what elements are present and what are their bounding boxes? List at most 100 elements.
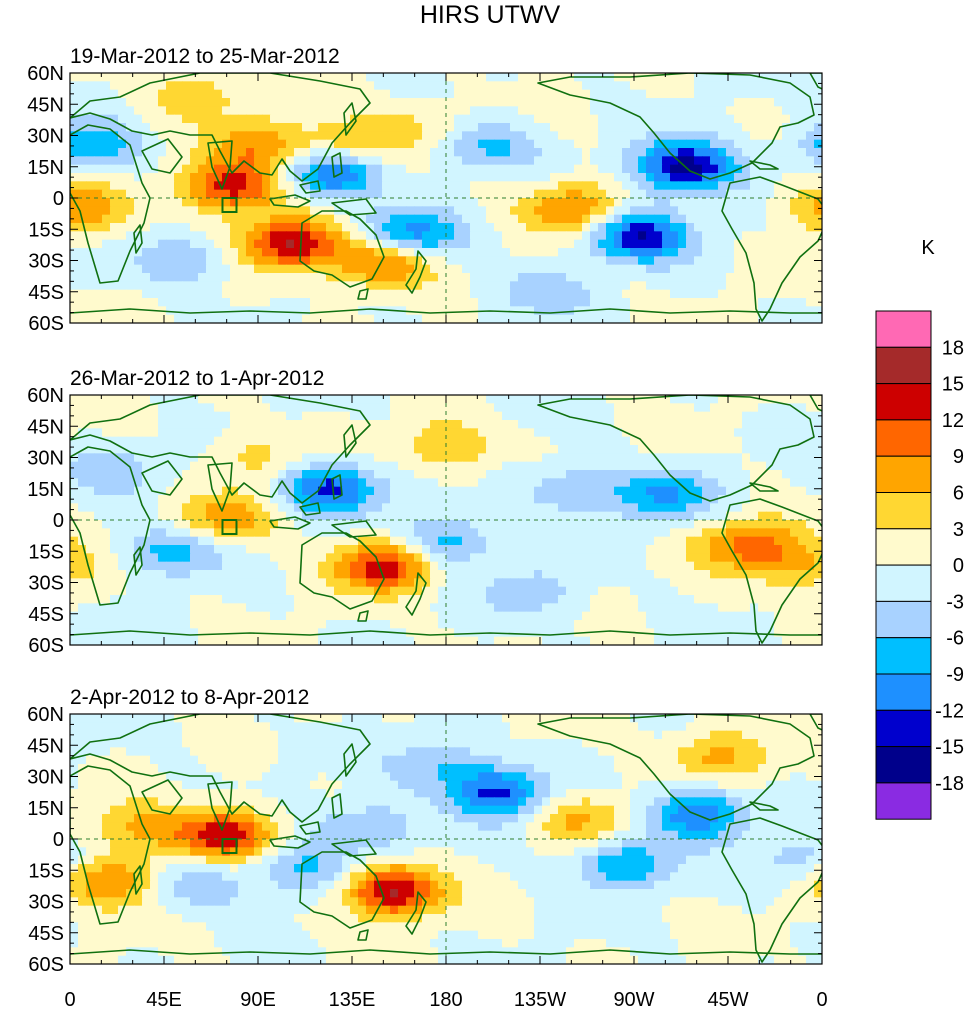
- field-cell: [502, 239, 511, 249]
- field-cell: [430, 570, 439, 579]
- field-cell: [510, 445, 519, 454]
- field-cell: [190, 164, 199, 174]
- field-cell: [438, 114, 447, 124]
- field-cell: [782, 428, 791, 438]
- field-cell: [742, 98, 751, 107]
- field-cell: [126, 289, 135, 299]
- field-cell: [190, 495, 199, 504]
- field-cell: [414, 164, 423, 174]
- field-cell: [166, 470, 175, 479]
- field-cell: [646, 545, 655, 554]
- field-cell: [350, 139, 359, 149]
- field-cell: [510, 264, 519, 274]
- field-cell: [406, 314, 415, 323]
- field-cell: [126, 198, 135, 207]
- field-cell: [382, 298, 391, 307]
- field-cell: [478, 314, 487, 323]
- field-cell: [222, 528, 231, 538]
- field-cell: [270, 198, 279, 207]
- field-cell: [398, 528, 407, 538]
- field-cell: [750, 81, 759, 91]
- field-cell: [310, 198, 319, 207]
- field-cell: [718, 231, 727, 241]
- field-cell: [182, 470, 191, 479]
- field-cell: [118, 281, 127, 291]
- field-cell: [638, 164, 647, 174]
- field-cell: [686, 214, 695, 224]
- field-cell: [214, 511, 223, 521]
- field-cell: [646, 148, 655, 157]
- field-cell: [518, 106, 527, 116]
- field-cell: [302, 561, 311, 571]
- field-cell: [734, 545, 743, 554]
- field-cell: [654, 198, 663, 207]
- field-cell: [374, 536, 383, 546]
- field-cell: [406, 570, 415, 579]
- field-cell: [670, 428, 679, 438]
- field-cell: [438, 436, 447, 446]
- field-cell: [126, 164, 135, 174]
- field-cell: [750, 273, 759, 282]
- field-cell: [694, 89, 703, 99]
- field-cell: [118, 395, 127, 404]
- field-cell: [758, 298, 767, 307]
- field-cell: [750, 536, 759, 546]
- field-cell: [78, 206, 87, 216]
- field-cell: [350, 273, 359, 282]
- field-cell: [694, 578, 703, 588]
- field-cell: [646, 231, 655, 241]
- field-cell: [494, 470, 503, 479]
- field-cell: [382, 173, 391, 182]
- field-cell: [726, 453, 735, 463]
- field-cell: [150, 81, 159, 91]
- field-cell: [774, 214, 783, 224]
- field-cell: [766, 536, 775, 546]
- field-cell: [254, 545, 263, 554]
- field-cell: [726, 131, 735, 141]
- field-cell: [142, 511, 151, 521]
- field-cell: [510, 98, 519, 107]
- field-cell: [814, 239, 822, 249]
- field-cell: [758, 306, 767, 316]
- field-cell: [486, 453, 495, 463]
- field-cell: [142, 445, 151, 454]
- field-cell: [134, 189, 143, 199]
- field-cell: [790, 156, 799, 166]
- field-cell: [694, 106, 703, 116]
- field-cell: [134, 561, 143, 571]
- field-cell: [678, 231, 687, 241]
- field-cell: [78, 264, 87, 274]
- field-cell: [382, 478, 391, 488]
- field-cell: [518, 198, 527, 207]
- field-cell: [254, 298, 263, 307]
- field-cell: [390, 131, 399, 141]
- field-cell: [326, 445, 335, 454]
- field-cell: [774, 198, 783, 207]
- field-cell: [174, 578, 183, 588]
- field-cell: [734, 214, 743, 224]
- field-cell: [598, 306, 607, 316]
- field-cell: [646, 123, 655, 132]
- field-cell: [110, 553, 119, 563]
- field-cell: [102, 314, 111, 323]
- field-cell: [638, 403, 647, 413]
- field-cell: [718, 314, 727, 323]
- field-cell: [134, 148, 143, 157]
- field-cell: [494, 578, 503, 588]
- field-cell: [198, 98, 207, 107]
- field-cell: [662, 148, 671, 157]
- panel-period-label: 26-Mar-2012 to 1-Apr-2012: [70, 367, 324, 390]
- field-cell: [334, 156, 343, 166]
- field-cell: [334, 461, 343, 471]
- field-cell: [598, 520, 607, 529]
- field-cell: [350, 264, 359, 274]
- field-cell: [350, 478, 359, 488]
- field-cell: [390, 181, 399, 191]
- field-cell: [790, 114, 799, 124]
- field-cell: [582, 139, 591, 149]
- field-cell: [542, 445, 551, 454]
- field-cell: [230, 198, 239, 207]
- field-cell: [798, 395, 807, 404]
- field-cell: [622, 181, 631, 191]
- field-cell: [518, 461, 527, 471]
